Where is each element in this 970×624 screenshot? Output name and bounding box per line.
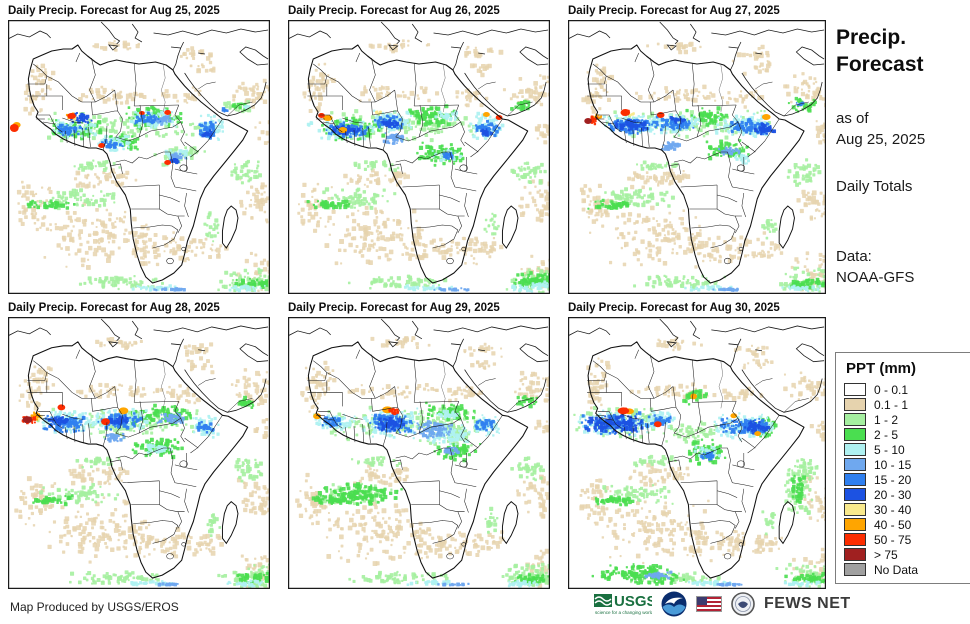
legend-item: 50 - 75	[844, 532, 965, 547]
panel-title: Daily Precip. Forecast for Aug 29, 2025	[288, 302, 500, 314]
panel-title: Daily Precip. Forecast for Aug 27, 2025	[568, 5, 780, 17]
noaa-logo	[661, 591, 687, 617]
daily-totals-label: Daily Totals	[836, 178, 913, 195]
legend-label: 20 - 30	[874, 487, 912, 502]
legend-item: 15 - 20	[844, 472, 965, 487]
legend-label: 40 - 50	[874, 517, 912, 532]
data-source-label: Data:	[836, 248, 872, 265]
legend-label: 30 - 40	[874, 502, 912, 517]
africa-precip-map	[288, 20, 550, 294]
legend-item: 1 - 2	[844, 412, 965, 427]
legend-label: 10 - 15	[874, 457, 912, 472]
legend-item: 0 - 0.1	[844, 382, 965, 397]
data-source-value: NOAA-GFS	[836, 269, 915, 286]
legend-item: 20 - 30	[844, 487, 965, 502]
legend-label: No Data	[874, 562, 919, 577]
legend-swatch	[844, 533, 866, 546]
data-source-block: Data: NOAA-GFS	[836, 246, 914, 288]
panel-title: Daily Precip. Forecast for Aug 30, 2025	[568, 302, 780, 314]
legend-swatch	[844, 503, 866, 516]
legend-swatch	[844, 563, 866, 576]
africa-precip-map	[288, 317, 550, 589]
legend-item: 10 - 15	[844, 457, 965, 472]
legend-swatch	[844, 473, 866, 486]
legend-item: 30 - 40	[844, 502, 965, 517]
footer-logos: USGS science for a changing world FEWS N…	[594, 589, 851, 619]
legend-swatch	[844, 383, 866, 396]
legend-item: 0.1 - 1	[844, 397, 965, 412]
page-title: Precip. Forecast	[836, 24, 924, 78]
legend-swatch	[844, 518, 866, 531]
africa-precip-map	[8, 317, 270, 589]
legend-swatch	[844, 443, 866, 456]
panel-title: Daily Precip. Forecast for Aug 25, 2025	[8, 5, 220, 17]
as-of-date: Aug 25, 2025	[836, 131, 926, 148]
legend-item: 2 - 5	[844, 427, 965, 442]
legend-item: 40 - 50	[844, 517, 965, 532]
usaid-seal-icon	[731, 592, 755, 616]
panel-title: Daily Precip. Forecast for Aug 28, 2025	[8, 302, 220, 314]
legend-swatch	[844, 548, 866, 561]
legend-label: 5 - 10	[874, 442, 905, 457]
legend-item: > 75	[844, 547, 965, 562]
us-flag-icon	[696, 596, 722, 612]
legend-label: 50 - 75	[874, 532, 912, 547]
legend-swatch	[844, 428, 866, 441]
legend-title: PPT (mm)	[846, 360, 917, 377]
page-title-line1: Precip.	[836, 26, 907, 49]
legend-label: > 75	[874, 547, 898, 562]
legend-swatch	[844, 398, 866, 411]
page-title-line2: Forecast	[836, 53, 924, 76]
legend-label: 0 - 0.1	[874, 382, 909, 397]
legend-item: No Data	[844, 562, 965, 577]
as-of-label: as of	[836, 110, 869, 127]
as-of-block: as of Aug 25, 2025	[836, 108, 925, 150]
legend-label: 1 - 2	[874, 412, 899, 427]
fewsnet-logo: FEWS NET	[764, 595, 851, 612]
legend-swatch	[844, 458, 866, 471]
legend-label: 0.1 - 1	[874, 397, 909, 412]
legend-swatch	[844, 488, 866, 501]
panel-title: Daily Precip. Forecast for Aug 26, 2025	[288, 5, 500, 17]
map-credit: Map Produced by USGS/EROS	[10, 600, 179, 614]
africa-precip-map	[568, 317, 826, 589]
usgs-logo: USGS science for a changing world	[594, 593, 652, 615]
legend-item: 5 - 10	[844, 442, 965, 457]
legend-label: 15 - 20	[874, 472, 912, 487]
legend-label: 2 - 5	[874, 427, 899, 442]
africa-precip-map	[8, 20, 270, 294]
africa-precip-map	[568, 20, 826, 294]
legend-swatch	[844, 413, 866, 426]
